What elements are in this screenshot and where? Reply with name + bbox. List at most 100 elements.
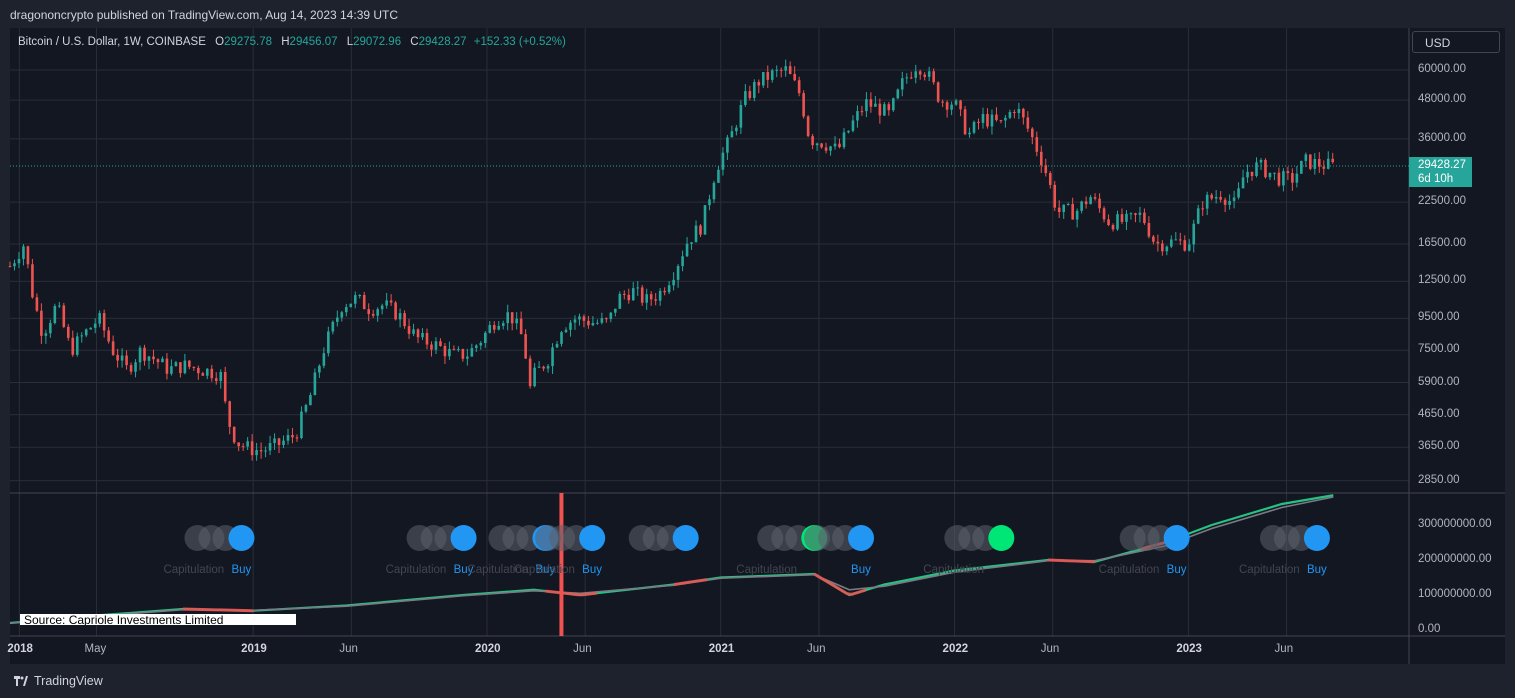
candle-body bbox=[1111, 225, 1115, 230]
signal-buy-label: Buy bbox=[582, 564, 602, 576]
candle-body bbox=[1219, 196, 1222, 200]
candle-body bbox=[551, 347, 554, 367]
candle-body bbox=[506, 312, 510, 324]
candle-body bbox=[80, 335, 84, 337]
candle-body bbox=[802, 93, 805, 117]
last-price-value: 29428.27 bbox=[1418, 159, 1466, 171]
publisher-line: dragononcrypto published on TradingView.… bbox=[10, 8, 399, 22]
candle-body bbox=[1183, 240, 1187, 251]
time-tick-label: 2020 bbox=[474, 643, 501, 655]
candle-body bbox=[663, 290, 666, 293]
candle-body bbox=[1250, 171, 1254, 176]
candle-body bbox=[658, 290, 662, 301]
candle-body bbox=[1300, 160, 1303, 174]
candle-body bbox=[1264, 159, 1267, 178]
indicator-dip bbox=[1048, 558, 1095, 564]
candle-body bbox=[1282, 171, 1285, 186]
candle-body bbox=[748, 91, 752, 98]
candle-body bbox=[1255, 162, 1258, 176]
signal-dot bbox=[988, 525, 1015, 551]
candle-body bbox=[246, 441, 249, 447]
signal-dot bbox=[672, 525, 699, 551]
tradingview-logo-icon bbox=[14, 676, 28, 686]
candle-body bbox=[232, 426, 236, 443]
candle-body bbox=[318, 365, 321, 373]
candle-body bbox=[421, 332, 424, 338]
price-tick-label: 48000.00 bbox=[1418, 93, 1466, 106]
chart-frame[interactable] bbox=[10, 28, 1505, 664]
candle-body bbox=[582, 316, 586, 321]
close-label: C bbox=[410, 36, 419, 48]
candle-body bbox=[990, 114, 994, 127]
candle-body bbox=[838, 143, 841, 148]
candle-body bbox=[457, 349, 460, 351]
price-tick-label: 7500.00 bbox=[1418, 343, 1460, 356]
candle-body bbox=[322, 353, 326, 366]
candle-body bbox=[362, 294, 366, 310]
high-value: 29456.07 bbox=[289, 36, 338, 48]
candle-body bbox=[999, 120, 1003, 122]
candle-body bbox=[40, 310, 43, 336]
candle-body bbox=[1004, 117, 1007, 121]
candle-body bbox=[726, 137, 729, 153]
signal-buy-label: Buy bbox=[851, 564, 871, 576]
signal-markers bbox=[184, 525, 1330, 551]
footer-brand[interactable]: TradingView bbox=[14, 674, 103, 688]
signal-faded-label: Capitulation bbox=[736, 564, 797, 576]
candle-body bbox=[1066, 204, 1070, 206]
time-tick-label: Jun bbox=[1040, 643, 1060, 655]
candle-body bbox=[1017, 108, 1021, 114]
indicator-line-green bbox=[9, 494, 1334, 625]
candle-body bbox=[842, 132, 846, 148]
candle-body bbox=[914, 71, 918, 78]
candle-body bbox=[591, 322, 595, 326]
candle-body bbox=[475, 345, 478, 349]
candle-body bbox=[49, 323, 52, 334]
candle-body bbox=[277, 438, 281, 445]
candle-body bbox=[1223, 199, 1227, 205]
currency-selector[interactable]: USD bbox=[1412, 31, 1500, 53]
indicator-dip bbox=[545, 589, 598, 597]
candle-body bbox=[170, 366, 173, 374]
candle-body bbox=[1156, 241, 1160, 244]
candle-body bbox=[192, 366, 196, 368]
candle-body bbox=[1125, 213, 1128, 222]
candle-body bbox=[165, 358, 169, 374]
indicator-tick-label: 300000000.00 bbox=[1418, 518, 1492, 530]
candle-body bbox=[945, 102, 949, 110]
candle-body bbox=[1259, 159, 1263, 163]
candle-body bbox=[1013, 111, 1016, 114]
candle-body bbox=[255, 450, 258, 456]
candle-body bbox=[291, 434, 294, 438]
candle-body bbox=[968, 132, 971, 135]
candle-body bbox=[820, 143, 823, 148]
price-tick-label: 2850.00 bbox=[1418, 473, 1460, 486]
candle-body bbox=[1120, 214, 1124, 222]
signal-buy-label: Buy bbox=[1166, 564, 1187, 576]
candle-body bbox=[972, 121, 976, 133]
candle-body bbox=[941, 101, 944, 103]
signal-faded-label: Capitulation bbox=[923, 564, 985, 576]
candle-body bbox=[17, 258, 21, 264]
candle-body bbox=[223, 371, 227, 402]
candles bbox=[8, 59, 1335, 461]
candle-body bbox=[649, 294, 653, 300]
candle-body bbox=[977, 121, 980, 123]
footer-label: TradingView bbox=[34, 674, 103, 688]
candle-body bbox=[1035, 137, 1039, 152]
candle-body bbox=[869, 99, 873, 107]
candle-body bbox=[75, 336, 79, 355]
candle-body bbox=[1170, 239, 1173, 247]
time-tick-label: Jun bbox=[573, 643, 592, 655]
candle-body bbox=[250, 441, 254, 456]
candle-body bbox=[273, 438, 276, 444]
candle-body bbox=[515, 318, 518, 324]
candle-body bbox=[636, 287, 640, 289]
time-tick-label: Jun bbox=[806, 643, 826, 655]
candle-body bbox=[197, 367, 200, 374]
candle-body bbox=[533, 367, 536, 387]
price-tick-label: 36000.00 bbox=[1418, 131, 1466, 144]
candle-body bbox=[874, 103, 877, 107]
candle-body bbox=[918, 71, 922, 75]
